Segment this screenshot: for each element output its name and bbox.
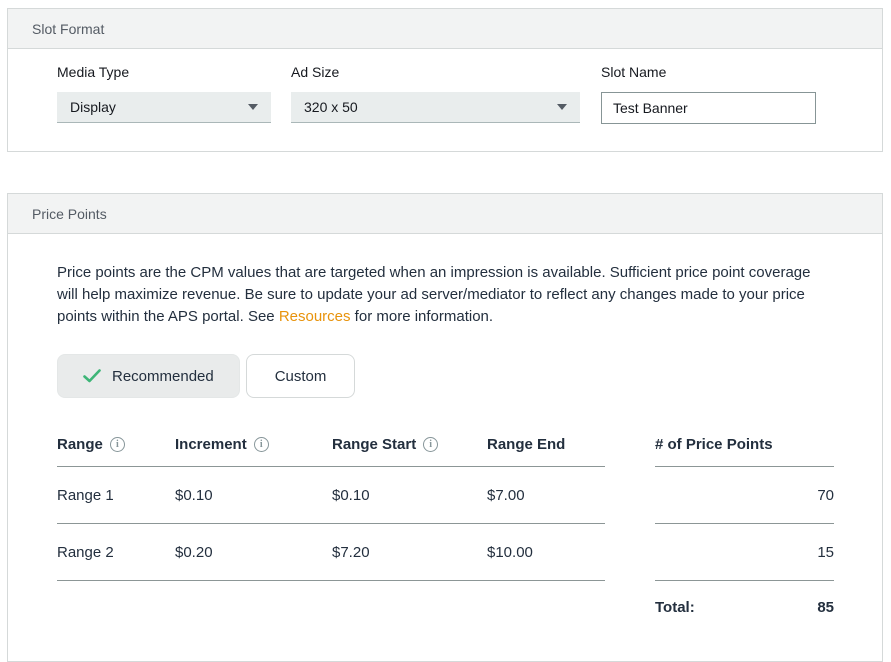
price-points-count-column: # of Price Points 70 15 Total: 85 <box>655 436 834 633</box>
slot-format-title: Slot Format <box>32 21 105 37</box>
info-icon[interactable]: i <box>423 437 439 452</box>
increment-column-header: Increment i <box>175 436 332 453</box>
price-ranges-columns: Range i Increment i Range Start i Range … <box>57 436 605 633</box>
slot-format-body: Media Type Display Ad Size 320 x 50 Slot… <box>8 49 882 151</box>
slot-format-header: Slot Format <box>8 9 882 49</box>
caret-down-icon <box>248 104 258 110</box>
media-type-field: Media Type Display <box>57 63 271 124</box>
ad-size-selected-value: 320 x 50 <box>304 99 358 115</box>
price-points-count-cell: 15 <box>655 524 834 581</box>
ad-size-select[interactable]: 320 x 50 <box>291 92 580 123</box>
price-points-table: Range i Increment i Range Start i Range … <box>57 436 834 633</box>
media-type-label: Media Type <box>57 64 130 80</box>
info-icon[interactable]: i <box>253 437 269 452</box>
ad-size-label: Ad Size <box>291 64 340 80</box>
price-points-header: Price Points <box>8 194 882 234</box>
table-row: Range 1 $0.10 $0.10 $7.00 <box>57 467 605 524</box>
table-row: Range 2 $0.20 $7.20 $10.00 <box>57 524 605 581</box>
resources-link[interactable]: Resources <box>278 308 351 325</box>
range-header-label: Range <box>57 436 103 453</box>
price-points-description: Price points are the CPM values that are… <box>57 262 834 328</box>
slot-name-label: Slot Name <box>601 64 667 80</box>
slot-name-field: Slot Name <box>601 63 816 124</box>
media-type-selected-value: Display <box>70 99 116 115</box>
info-icon[interactable]: i <box>109 437 125 452</box>
total-value: 85 <box>817 598 834 616</box>
price-point-mode-buttons: Recommended Custom <box>57 354 834 398</box>
custom-button[interactable]: Custom <box>245 354 356 398</box>
ad-size-field: Ad Size 320 x 50 <box>291 63 580 124</box>
count-value: 15 <box>817 543 834 561</box>
increment-cell: $0.20 <box>175 543 213 561</box>
range-start-cell: $7.20 <box>332 543 370 561</box>
recommended-button[interactable]: Recommended <box>57 354 240 398</box>
range-start-cell: $0.10 <box>332 486 370 504</box>
price-points-count-header-label: # of Price Points <box>655 436 773 453</box>
increment-cell: $0.10 <box>175 486 213 504</box>
table-header-row: Range i Increment i Range Start i Range … <box>57 436 605 467</box>
slot-format-panel: Slot Format Media Type Display Ad Size 3… <box>7 8 883 152</box>
count-value: 70 <box>817 486 834 504</box>
price-points-body: Price points are the CPM values that are… <box>8 234 882 661</box>
media-type-select[interactable]: Display <box>57 92 271 123</box>
price-points-panel: Price Points Price points are the CPM va… <box>7 193 883 662</box>
recommended-button-label: Recommended <box>112 367 214 385</box>
total-label: Total: <box>655 598 695 616</box>
price-points-title: Price Points <box>32 206 107 222</box>
total-row: Total: 85 <box>655 581 834 633</box>
caret-down-icon <box>557 104 567 110</box>
description-intro: Price points are the CPM values that are… <box>57 264 811 325</box>
check-icon <box>83 369 101 383</box>
range-column-header: Range i <box>57 436 175 453</box>
custom-button-label: Custom <box>274 367 327 385</box>
price-points-count-cell: 70 <box>655 467 834 524</box>
range-end-column-header: Range End <box>487 436 605 453</box>
range-end-cell: $7.00 <box>487 486 525 504</box>
description-outro: for more information. <box>350 308 494 325</box>
range-end-header-label: Range End <box>487 436 566 453</box>
range-end-cell: $10.00 <box>487 543 533 561</box>
range-start-header-label: Range Start <box>332 436 417 453</box>
increment-header-label: Increment <box>175 436 247 453</box>
range-name-cell: Range 1 <box>57 486 114 504</box>
range-name-cell: Range 2 <box>57 543 114 561</box>
price-points-count-header: # of Price Points <box>655 436 834 467</box>
range-start-column-header: Range Start i <box>332 436 487 453</box>
slot-name-input[interactable] <box>601 92 816 124</box>
